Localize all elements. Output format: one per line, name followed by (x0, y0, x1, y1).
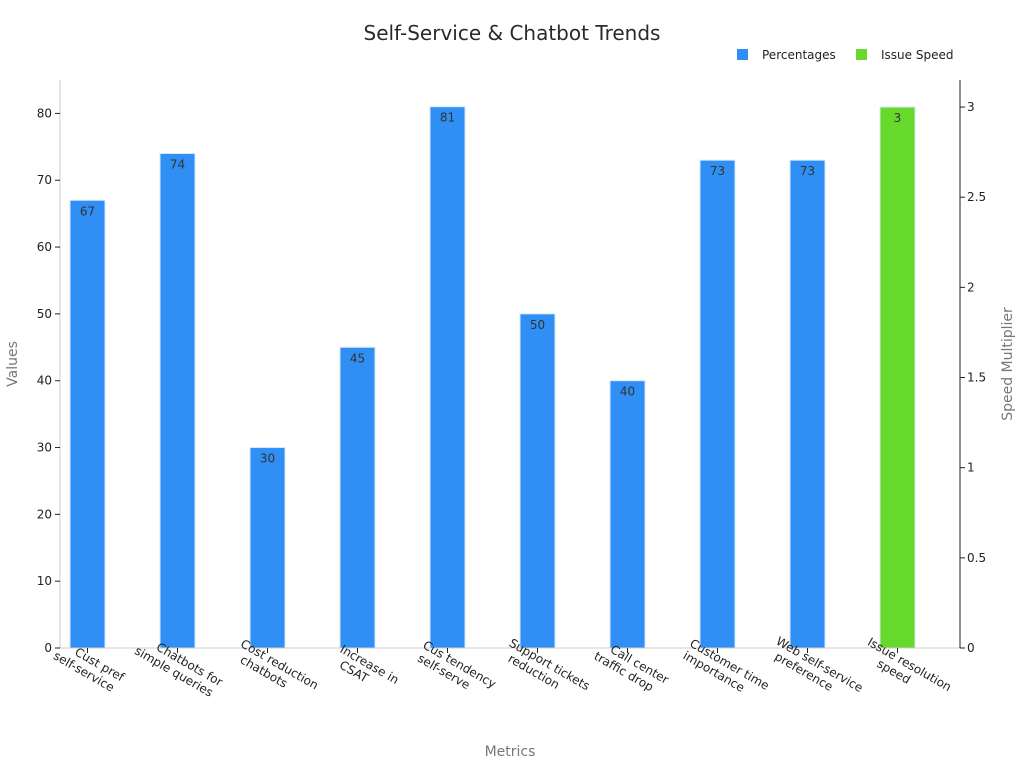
y2-tick-label: 0.5 (967, 551, 986, 565)
y-tick-label: 40 (37, 374, 52, 388)
y2-axis-ticks: 0 0.5 1 1.5 2 2.5 3 (960, 100, 986, 655)
bar-issue-speed-10 (879, 106, 916, 649)
y-tick-label: 70 (37, 173, 52, 187)
y2-tick-label: 1 (967, 461, 975, 475)
data-label-percentages-3: 30 (260, 452, 275, 466)
bar-percentages-2 (159, 153, 196, 649)
bar-percentages-8 (699, 159, 736, 649)
y2-tick-label: 3 (967, 100, 975, 114)
y2-axis-title: Speed Multiplier (1000, 307, 1016, 421)
data-label-percentages-5: 81 (440, 111, 455, 125)
y-tick-label: 0 (44, 641, 52, 655)
y-tick-label: 60 (37, 240, 52, 254)
y2-tick-label: 2.5 (967, 190, 986, 204)
y2-tick-label: 1.5 (967, 371, 986, 385)
bar-percentages-5 (429, 106, 466, 649)
data-label-percentages-9: 73 (800, 164, 815, 178)
data-label-issue-speed-10: 3 (894, 111, 902, 125)
data-label-percentages-7: 40 (620, 385, 635, 399)
y-axis-title: Values (5, 341, 21, 387)
bar-percentages-3 (249, 447, 286, 649)
legend-label-percentages: Percentages (762, 48, 836, 62)
data-label-percentages-8: 73 (710, 164, 725, 178)
y-axis-ticks: 0 10 20 30 40 50 60 70 80 (37, 106, 60, 655)
x-tick-label: Increase inCSAT (331, 642, 402, 699)
bar-percentages-7 (609, 380, 646, 649)
legend-swatch-issue-speed (856, 49, 867, 60)
bar-percentages-6 (519, 313, 556, 649)
bar-percentages-1 (69, 199, 106, 649)
bar-percentages-4 (339, 346, 376, 649)
legend: Percentages Issue Speed (737, 48, 953, 62)
chart-title: Self-Service & Chatbot Trends (364, 21, 661, 45)
y-tick-label: 80 (37, 106, 52, 120)
y-tick-label: 10 (37, 574, 52, 588)
data-label-percentages-4: 45 (350, 351, 365, 365)
data-labels: 67 74 30 45 81 50 40 73 73 3 (80, 111, 901, 466)
y-tick-label: 30 (37, 441, 52, 455)
data-label-percentages-1: 67 (80, 204, 95, 218)
y2-tick-label: 2 (967, 280, 975, 294)
y-tick-label: 20 (37, 507, 52, 521)
bars (69, 106, 916, 649)
y-tick-label: 50 (37, 307, 52, 321)
bar-percentages-9 (789, 159, 826, 649)
y2-tick-label: 0 (967, 641, 975, 655)
legend-label-issue-speed: Issue Speed (881, 48, 953, 62)
data-label-percentages-6: 50 (530, 318, 545, 332)
legend-swatch-percentages (737, 49, 748, 60)
data-label-percentages-2: 74 (170, 158, 185, 172)
x-axis-title: Metrics (485, 744, 536, 760)
